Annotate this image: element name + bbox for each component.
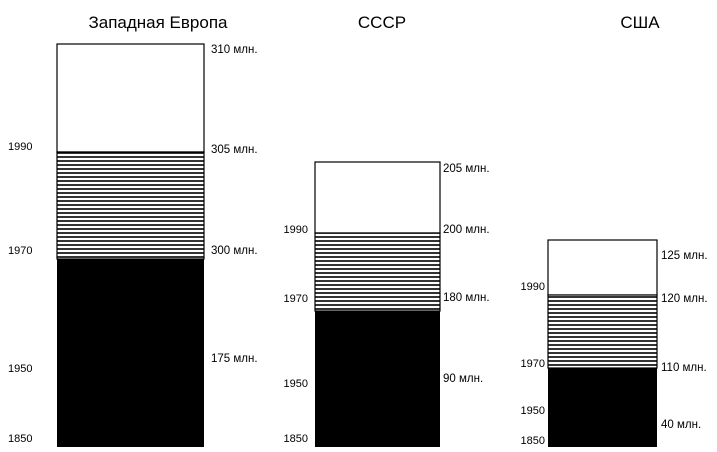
column-group-3: США 1990 1970 1950 1850 125 млн. 120 млн. 110 м… (521, 13, 708, 447)
year-label: 1970 (521, 358, 545, 370)
value-label: 125 млн. (661, 250, 708, 262)
year-label: 1990 (521, 281, 545, 293)
year-label: 1950 (8, 363, 32, 375)
year-label: 1850 (521, 435, 545, 447)
value-label: 40 млн. (661, 419, 701, 431)
column-group-1: Западная Европа 1990 1970 1950 1850 310 млн. 3… (8, 13, 258, 447)
segment-1850-1970 (315, 311, 440, 447)
value-label: 205 млн. (443, 163, 490, 175)
segment-1970-1990 (56, 151, 205, 260)
segment-1850-1970 (548, 368, 657, 447)
value-label: 110 млн. (661, 362, 707, 374)
year-label: 1990 (8, 141, 32, 153)
segment-1970-1990 (314, 232, 441, 312)
value-label: 200 млн. (443, 224, 490, 236)
year-label: 1970 (8, 245, 32, 257)
value-label: 305 млн. (211, 144, 258, 156)
value-label: 120 млн. (661, 293, 708, 305)
segment-recent (56, 43, 205, 153)
year-label: 1850 (284, 433, 308, 445)
segment-recent (547, 239, 658, 296)
year-label: 1950 (284, 378, 308, 390)
year-label: 1850 (8, 433, 32, 445)
year-label: 1970 (284, 293, 308, 305)
value-label: 300 млн. (211, 245, 258, 257)
value-label: 90 млн. (443, 373, 483, 385)
value-label: 310 млн. (211, 44, 258, 56)
column-group-2: СССР 1990 1970 1950 1850 205 млн. 200 млн. 180 … (284, 13, 490, 447)
column-title: СССР (358, 13, 406, 32)
year-label: 1990 (284, 224, 308, 236)
chart-groups: Западная Европа 1990 1970 1950 1850 310 млн. 3… (8, 13, 708, 447)
value-label: 180 млн. (443, 292, 490, 304)
column-title: США (620, 13, 660, 32)
segment-recent (314, 161, 441, 234)
segment-1850-1970 (57, 259, 204, 447)
segment-1970-1990 (547, 294, 658, 369)
year-label: 1950 (521, 405, 545, 417)
column-title: Западная Европа (88, 13, 228, 32)
value-label: 175 млн. (211, 353, 258, 365)
